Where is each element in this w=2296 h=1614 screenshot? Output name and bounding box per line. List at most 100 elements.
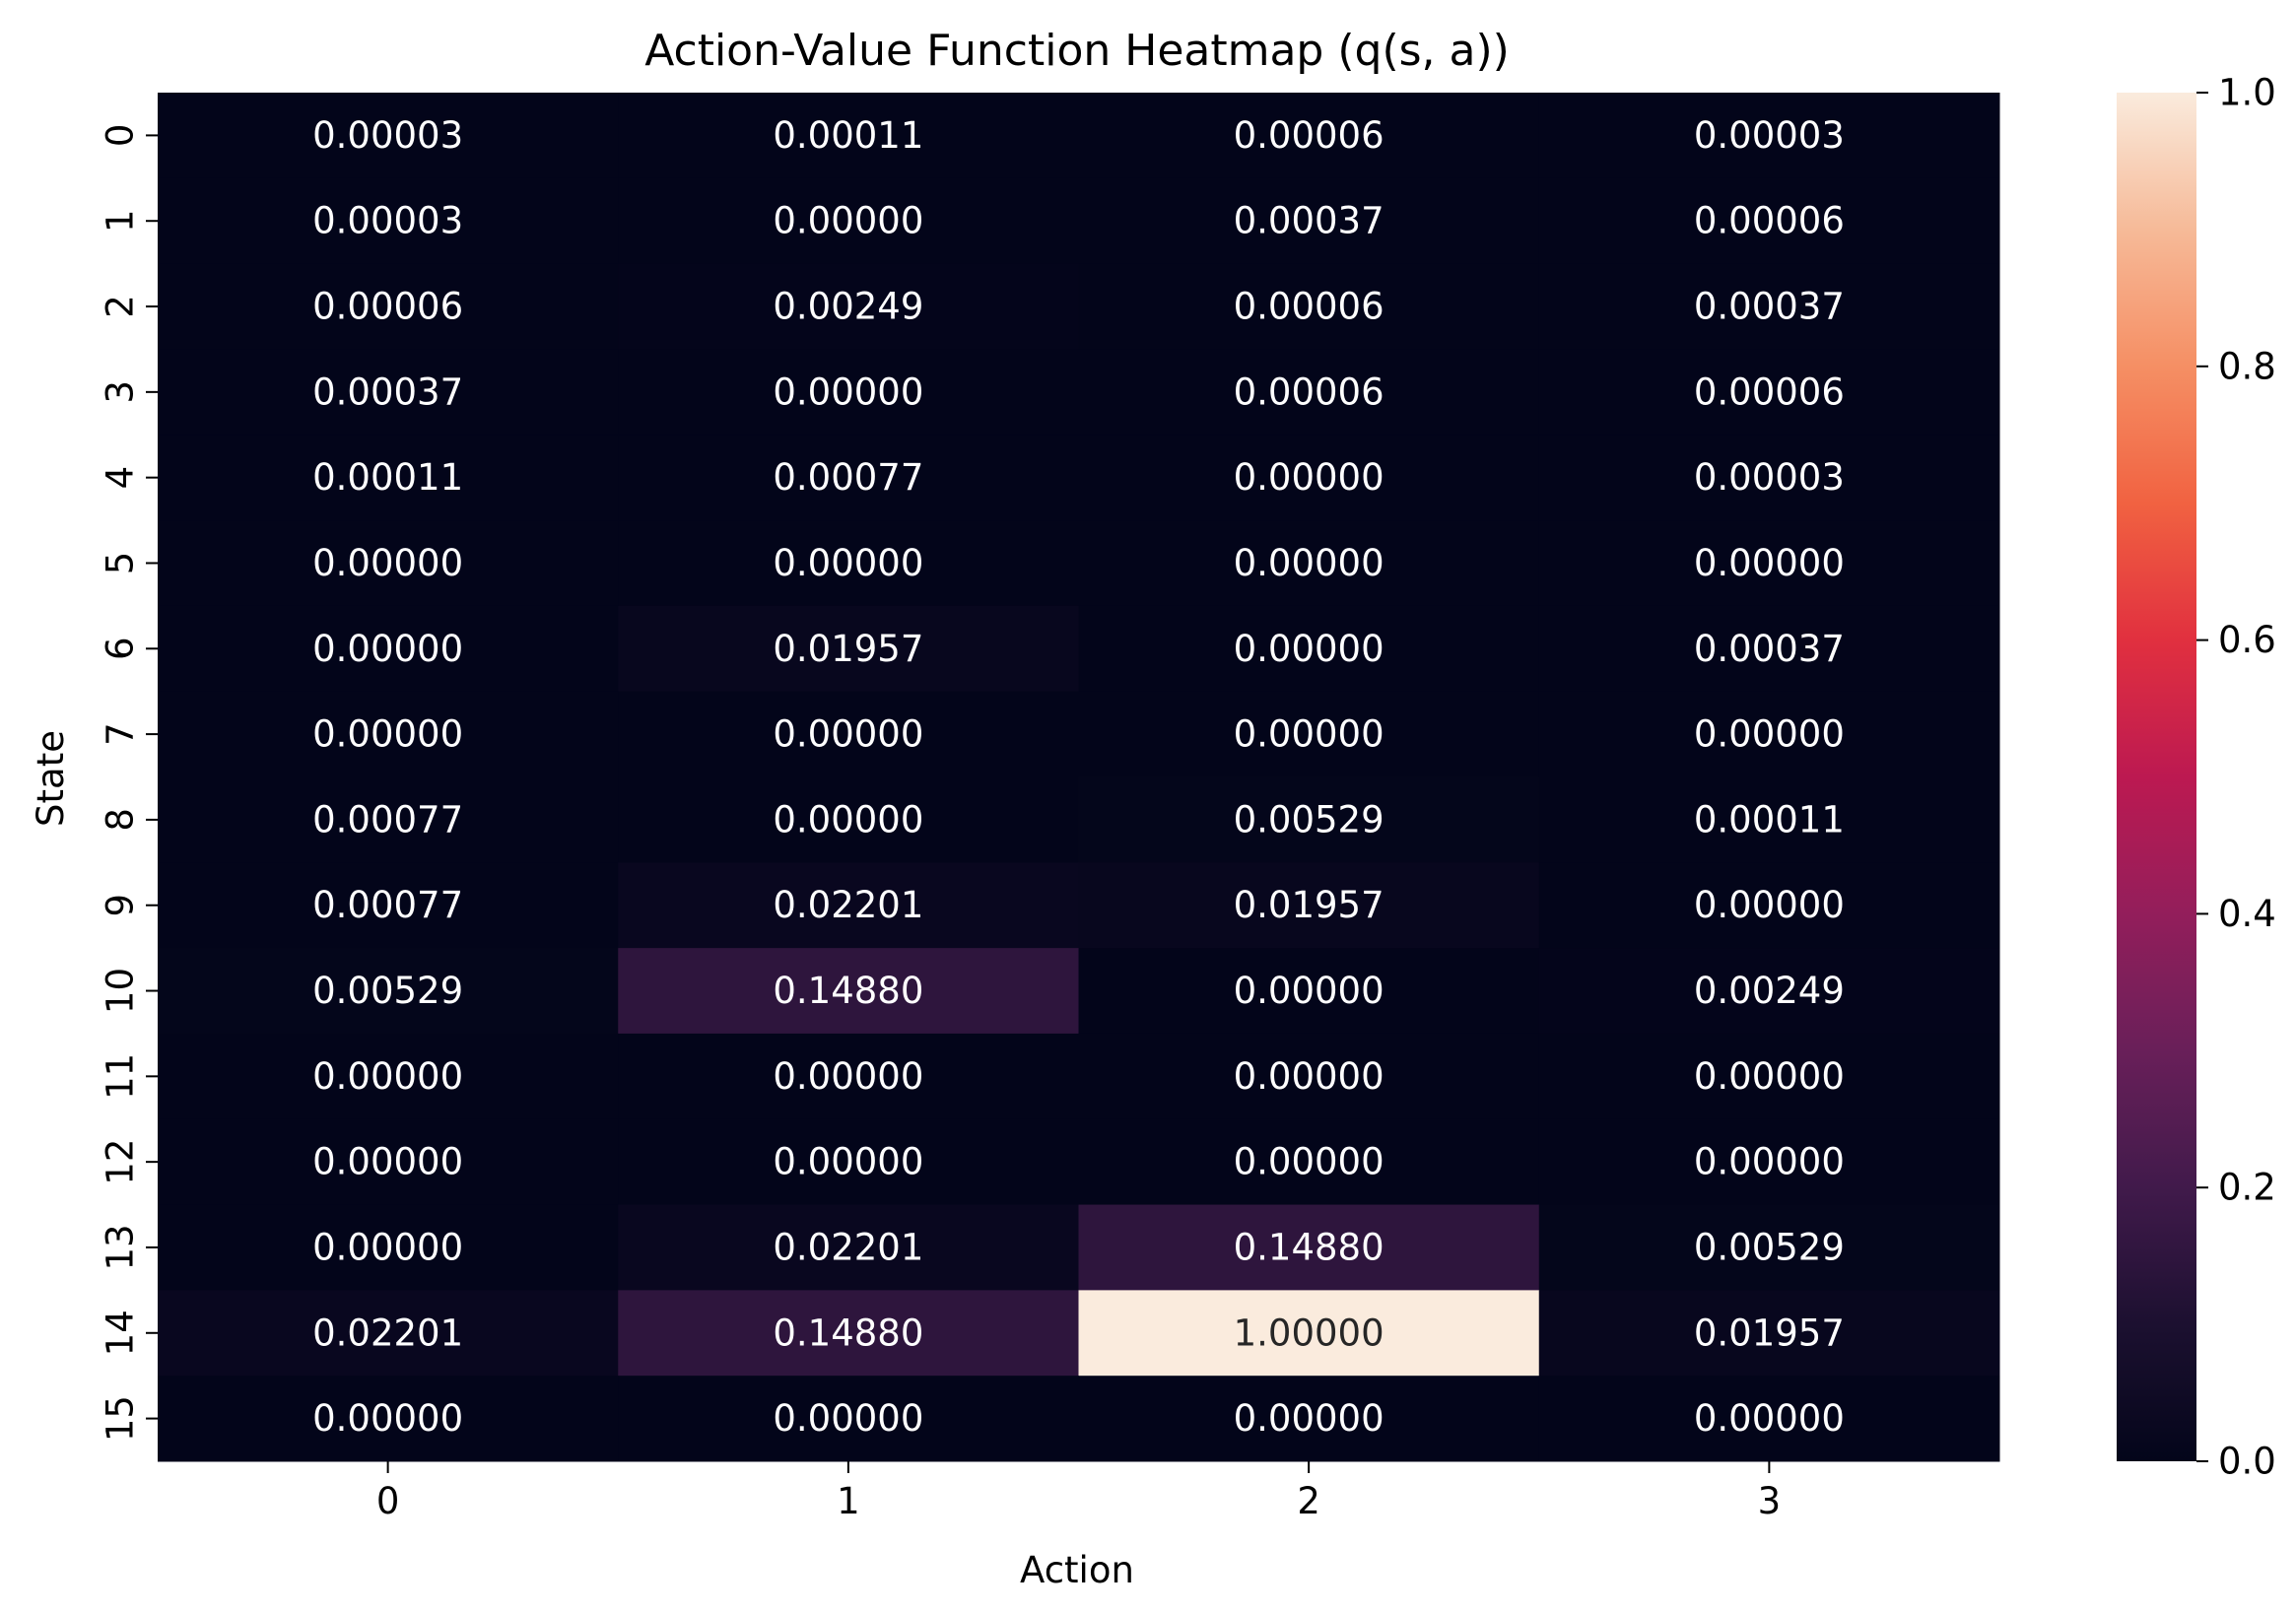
heatmap-cell: [1538, 177, 2000, 265]
heatmap-cell: [618, 1033, 1079, 1120]
heatmap-cell: [1078, 605, 1540, 693]
heatmap-cell: [158, 862, 619, 949]
heatmap-cell: [618, 177, 1079, 265]
cell-value-label: 0.00037: [1694, 286, 1845, 328]
y-tick-label: 6: [100, 638, 142, 661]
heatmap-cell: [618, 520, 1079, 607]
heatmap-cell: [158, 1204, 619, 1291]
cell-value-label: 0.00077: [312, 798, 463, 841]
heatmap-cell: [1538, 435, 2000, 521]
cell-value-label: 0.00000: [1694, 542, 1845, 584]
colorbar-tick-label: 0.4: [2218, 893, 2276, 935]
cell-value-label: 0.00000: [1234, 1397, 1384, 1440]
heatmap-cell: [158, 177, 619, 265]
y-tick-label: 3: [100, 380, 142, 404]
y-tick-label: 1: [100, 209, 142, 233]
cell-value-label: 0.00003: [312, 114, 463, 157]
heatmap-cell: [1078, 1376, 1540, 1462]
cell-value-label: 0.00000: [773, 1397, 923, 1440]
cell-value-label: 0.01957: [1234, 884, 1384, 926]
heatmap-cell: [618, 1376, 1079, 1462]
cell-value-label: 0.00006: [1234, 286, 1384, 328]
heatmap-cell: [1538, 948, 2000, 1035]
x-axis: 0 1 2 3: [376, 1461, 1781, 1522]
heatmap-cell: [1538, 93, 2000, 179]
heatmap-cell: [618, 1118, 1079, 1206]
colorbar-tick-label: 0.6: [2218, 619, 2276, 661]
y-axis-label: State: [30, 730, 72, 827]
cell-value-label: 0.00000: [312, 628, 463, 670]
cell-value-label: 0.00000: [1234, 1055, 1384, 1098]
heatmap-cell: [158, 1376, 619, 1462]
cell-value-label: 0.00000: [1694, 884, 1845, 926]
heatmap-cell: [1078, 1118, 1540, 1206]
heatmap-cell: [1078, 1033, 1540, 1120]
cell-value-label: 0.00000: [773, 1055, 923, 1098]
x-tick-label: 2: [1297, 1480, 1320, 1522]
y-tick-label: 9: [100, 894, 142, 917]
colorbar-gradient: [2117, 93, 2196, 1461]
cell-value-label: 0.00037: [312, 370, 463, 413]
heatmap-cell: [618, 263, 1079, 350]
cell-value-label: 0.00529: [312, 970, 463, 1012]
cell-value-label: 0.00000: [773, 542, 923, 584]
heatmap-cell: [158, 349, 619, 436]
cell-value-label: 0.00003: [1694, 114, 1845, 157]
x-tick-label: 3: [1758, 1480, 1782, 1522]
cell-value-label: 0.00529: [1694, 1226, 1845, 1268]
cell-value-label: 0.00000: [773, 798, 923, 841]
heatmap-cell: [1538, 520, 2000, 607]
cell-value-label: 0.02201: [773, 1226, 923, 1268]
chart-title: Action-Value Function Heatmap (q(s, a)): [644, 26, 1510, 76]
heatmap-cell: [158, 520, 619, 607]
y-tick-label: 2: [100, 295, 142, 318]
colorbar-tick-label: 1.0: [2218, 72, 2276, 114]
heatmap-cell: [1078, 263, 1540, 350]
heatmap-cell: [1538, 1290, 2000, 1377]
cell-value-label: 0.00000: [773, 370, 923, 413]
heatmap-cell: [1078, 1204, 1540, 1291]
colorbar: 0.0 0.2 0.4 0.6 0.8 1.0: [2117, 72, 2276, 1483]
cell-value-label: 0.00006: [1694, 200, 1845, 242]
heatmap-cell: [158, 93, 619, 179]
cell-value-label: 0.00003: [312, 200, 463, 242]
heatmap-cell: [158, 1118, 619, 1206]
cell-value-label: 1.00000: [1234, 1311, 1384, 1354]
heatmap-cell: [618, 349, 1079, 436]
cell-value-label: 0.00000: [312, 1397, 463, 1440]
heatmap-cell: [1078, 776, 1540, 863]
heatmap-cell: [158, 691, 619, 777]
x-tick-label: 1: [837, 1480, 860, 1522]
cell-value-label: 0.00000: [1234, 713, 1384, 756]
y-tick-label: 11: [100, 1053, 142, 1100]
cell-value-label: 0.01957: [773, 628, 923, 670]
cell-value-label: 0.00529: [1234, 798, 1384, 841]
y-tick-label: 0: [100, 124, 142, 148]
heatmap-cell: [1078, 177, 1540, 265]
cell-value-label: 0.00037: [1694, 628, 1845, 670]
heatmap-cell: [618, 862, 1079, 949]
y-tick-label: 12: [100, 1139, 142, 1185]
cell-value-label: 0.02201: [312, 1311, 463, 1354]
cell-value-label: 0.00006: [1234, 114, 1384, 157]
colorbar-tick-label: 0.0: [2218, 1441, 2276, 1483]
cell-value-label: 0.00011: [1694, 798, 1845, 841]
cell-value-label: 0.02201: [773, 884, 923, 926]
cell-value-label: 0.00006: [312, 286, 463, 328]
cell-value-label: 0.14880: [773, 1311, 923, 1354]
heatmap-cell: [1078, 349, 1540, 436]
cell-value-label: 0.00000: [773, 1141, 923, 1183]
cell-value-label: 0.00000: [773, 713, 923, 756]
heatmap-cell: [1538, 1033, 2000, 1120]
cell-value-label: 0.00006: [1234, 370, 1384, 413]
heatmap-cell: [1538, 605, 2000, 693]
heatmap-cell: [618, 1290, 1079, 1377]
heatmap-cell: [158, 1290, 619, 1377]
cell-value-label: 0.00000: [312, 542, 463, 584]
cell-value-label: 0.00000: [312, 1055, 463, 1098]
heatmap-cell: [618, 948, 1079, 1035]
x-axis-label: Action: [1020, 1549, 1134, 1591]
heatmap-cell: [1538, 776, 2000, 863]
